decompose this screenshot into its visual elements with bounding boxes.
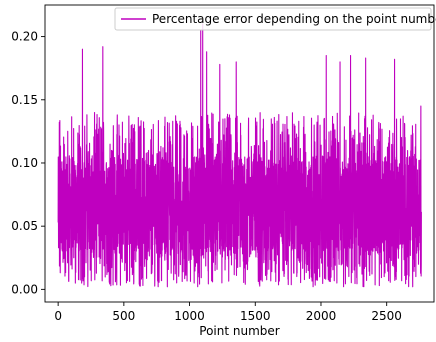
y-tick-label: 0.20: [11, 30, 38, 44]
y-tick-label: 0.10: [11, 156, 38, 170]
x-tick-label: 0: [54, 309, 62, 323]
y-tick-label: 0.00: [11, 282, 38, 296]
y-axis-ticks: 0.00 0.05 0.10 0.15 0.20: [11, 30, 45, 296]
legend-box: [114, 7, 432, 31]
plot-frame: [44, 4, 435, 303]
y-tick-label: 0.15: [11, 93, 38, 107]
series-line: [57, 23, 422, 288]
legend-label: Percentage error depending on the point …: [152, 12, 436, 26]
legend: Percentage error depending on the point …: [114, 7, 436, 31]
x-tick-label: 500: [112, 309, 135, 323]
series-layer: [57, 23, 422, 288]
x-tick-label: 2500: [371, 309, 402, 323]
x-tick-label: 2000: [306, 309, 337, 323]
x-axis-label: Point number: [199, 324, 280, 338]
y-tick-label: 0.05: [11, 219, 38, 233]
x-axis-ticks: 0 500 1000 1500 2000 2500: [54, 302, 402, 323]
x-tick-label: 1500: [240, 309, 271, 323]
x-tick-label: 1000: [174, 309, 205, 323]
